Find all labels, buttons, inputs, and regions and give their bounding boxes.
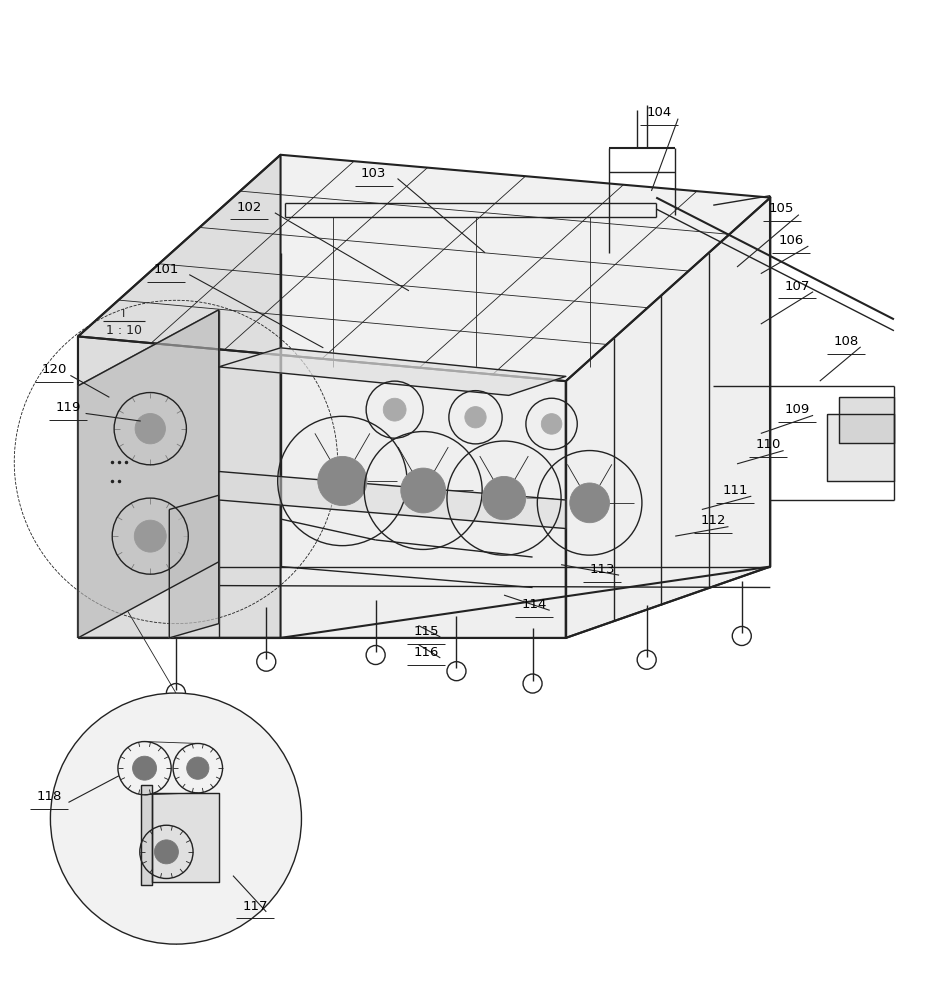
Circle shape	[383, 398, 406, 421]
Polygon shape	[169, 495, 219, 638]
Text: 119: 119	[56, 401, 81, 414]
Text: 103: 103	[361, 167, 386, 180]
Text: 106: 106	[779, 234, 804, 247]
Circle shape	[50, 693, 301, 944]
Circle shape	[135, 413, 165, 444]
Text: 118: 118	[37, 790, 62, 803]
Circle shape	[482, 476, 526, 520]
Text: 120: 120	[42, 363, 67, 376]
Polygon shape	[78, 155, 281, 638]
Text: 112: 112	[701, 514, 726, 527]
Polygon shape	[839, 397, 894, 443]
Polygon shape	[827, 414, 894, 481]
Text: 108: 108	[834, 335, 859, 348]
Polygon shape	[78, 336, 566, 638]
Text: 115: 115	[414, 625, 438, 638]
Text: 1 : 10: 1 : 10	[106, 324, 142, 337]
Circle shape	[134, 520, 166, 552]
Polygon shape	[152, 793, 219, 882]
Polygon shape	[78, 310, 219, 638]
Text: 107: 107	[785, 280, 809, 293]
Text: 102: 102	[237, 201, 262, 214]
Text: 110: 110	[756, 438, 781, 451]
Text: 113: 113	[590, 563, 614, 576]
Circle shape	[541, 414, 562, 434]
Polygon shape	[566, 198, 770, 638]
Circle shape	[400, 468, 446, 513]
Polygon shape	[141, 785, 152, 885]
Polygon shape	[219, 471, 566, 529]
Text: 104: 104	[647, 106, 671, 119]
Text: 117: 117	[243, 900, 267, 913]
Text: I: I	[122, 309, 126, 319]
Text: 116: 116	[414, 646, 438, 659]
Text: 101: 101	[154, 263, 179, 276]
Circle shape	[154, 840, 179, 864]
Text: 114: 114	[522, 598, 547, 611]
Text: 109: 109	[785, 403, 809, 416]
Circle shape	[570, 483, 610, 523]
Polygon shape	[219, 348, 566, 395]
Circle shape	[318, 456, 367, 506]
Text: 111: 111	[723, 484, 747, 497]
Circle shape	[186, 757, 209, 779]
Circle shape	[132, 756, 157, 780]
Text: 105: 105	[769, 202, 794, 215]
Polygon shape	[78, 155, 770, 381]
Circle shape	[465, 407, 486, 428]
